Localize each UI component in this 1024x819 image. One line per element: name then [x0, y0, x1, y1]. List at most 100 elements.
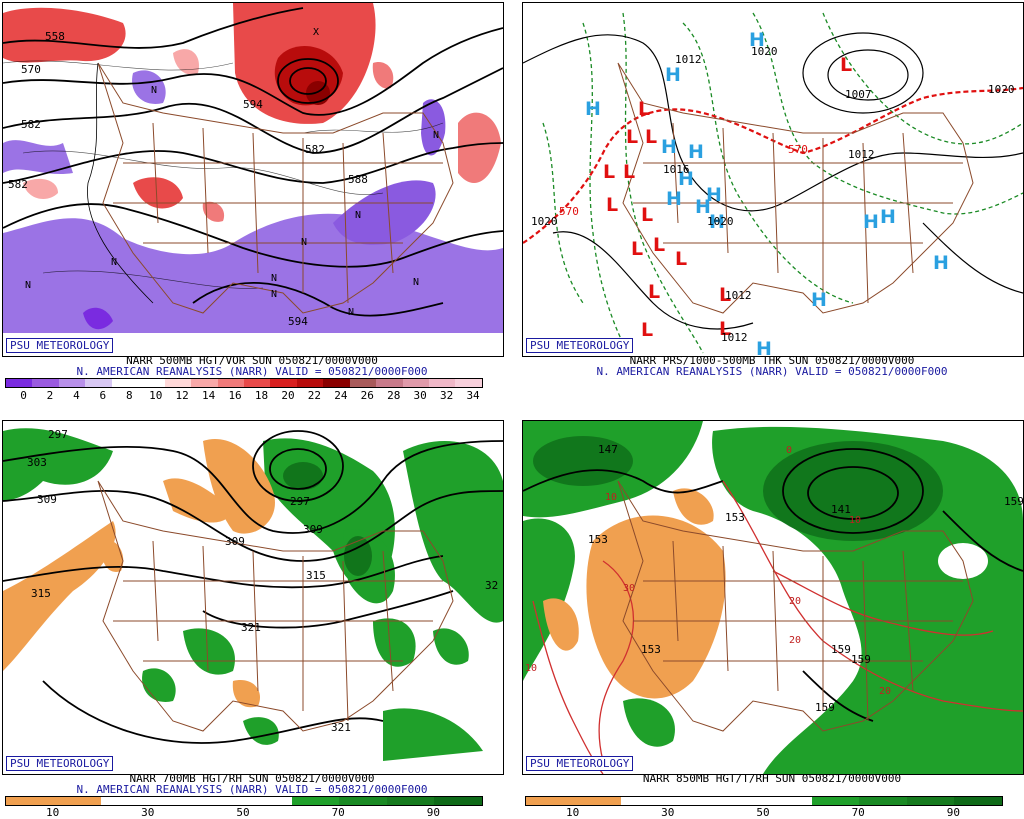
- low-pressure-marker: L: [653, 234, 665, 256]
- temp-label: 10: [849, 515, 861, 526]
- legend-tick-label: 20: [281, 389, 295, 402]
- caption-line1: NARR 500MB HGT/VOR SUN 050821/0000V000: [126, 354, 378, 367]
- legend-swatch: [376, 379, 403, 387]
- thickness-570-line: [523, 86, 1023, 244]
- contour-label: 309: [225, 535, 245, 548]
- vort-min-marker: N: [271, 273, 277, 284]
- legend-swatch: [164, 379, 192, 387]
- contour-label: 309: [37, 493, 57, 506]
- psu-badge: PSU METEOROLOGY: [6, 338, 114, 353]
- legend-tick-label: 70: [851, 806, 865, 819]
- legend-swatch: [349, 379, 377, 387]
- legend-tick-label: 50: [756, 806, 770, 819]
- temp-label: 10: [525, 663, 537, 674]
- caption-line1: NARR 700MB HGT/RH SUN 050821/0000V000: [129, 772, 375, 785]
- isobar-label: 1020: [988, 83, 1015, 96]
- vort-min-marker: N: [151, 85, 157, 96]
- rh-legend: [525, 796, 1003, 806]
- map-700mb: 297 303 309 297 309 309 315 315 321 321 …: [3, 428, 503, 761]
- legend-swatch: [402, 379, 429, 387]
- legend-swatch: [53, 797, 102, 805]
- psu-badge: PSU METEOROLOGY: [6, 756, 114, 771]
- dry-regions: [543, 488, 726, 699]
- very-moist-core: [763, 441, 943, 541]
- panel-700mb-rh: 297 303 309 297 309 309 315 315 321 321 …: [2, 420, 504, 775]
- legend-tick-label: 18: [254, 389, 269, 402]
- low-pressure-marker: L: [606, 194, 618, 216]
- caption-line1: NARR PRS/1000-500MB THK SUN 050821/0000V…: [629, 354, 915, 367]
- temp-label: 0: [786, 445, 792, 456]
- temp-label: 30: [623, 583, 635, 594]
- legend-tick-label: 70: [331, 806, 345, 819]
- vort-positive-region: [458, 112, 501, 183]
- high-pressure-marker: H: [709, 211, 725, 233]
- caption-line2: N. AMERICAN REANALYSIS (NARR) VALID = 05…: [596, 365, 948, 378]
- high-pressure-marker: H: [665, 64, 681, 86]
- contour-label: 321: [331, 721, 351, 734]
- map-pressure-thickness: L L L L L L L L L L L L L L L H H H H H …: [523, 12, 1023, 356]
- contour-label: 588: [348, 173, 368, 186]
- low-pressure-marker: L: [641, 204, 653, 226]
- vort-negative-region: [3, 140, 73, 175]
- legend-swatch: [716, 797, 764, 805]
- state-boundaries: [97, 62, 454, 314]
- legend-swatch: [621, 797, 669, 805]
- legend-tick-label: 34: [466, 389, 480, 402]
- legend-swatch: [111, 379, 139, 387]
- contour-label: 297: [48, 428, 68, 441]
- high-pressure-marker: H: [756, 338, 772, 356]
- low-pressure-marker: L: [675, 248, 687, 270]
- high-pressure-marker: H: [661, 136, 677, 158]
- vort-positive-region: [133, 177, 183, 209]
- height-contours: [3, 7, 503, 317]
- legend-tick-label: 10: [149, 389, 163, 402]
- legend-swatch: [138, 379, 165, 387]
- legend-swatch: [85, 379, 112, 387]
- contour-label: 582: [21, 118, 41, 131]
- legend-swatch: [32, 379, 59, 387]
- vort-positive-region: [173, 49, 199, 75]
- thickness-label: 570: [559, 205, 579, 218]
- vort-min-marker: N: [271, 289, 277, 300]
- legend-tick-label: 0: [20, 389, 27, 402]
- map-850mb: 147 153 153 141 159 153 159 159 159 10 3…: [523, 421, 1023, 774]
- high-pressure-marker: H: [880, 206, 896, 228]
- height-contours: [523, 448, 1023, 722]
- high-pressure-marker: H: [933, 252, 949, 274]
- legend-tick-label: 32: [439, 389, 454, 402]
- thickness-contours: [542, 12, 1023, 354]
- legend-swatch: [668, 797, 717, 805]
- legend-tick-label: 6: [99, 389, 107, 402]
- temp-label: 20: [879, 686, 891, 697]
- legend-tick-label: 10: [45, 806, 60, 819]
- legend-tick-label: 16: [228, 389, 242, 402]
- vort-negative-region: [3, 213, 503, 333]
- contour-label: 315: [31, 587, 51, 600]
- vort-negative-region: [333, 180, 436, 245]
- dry-regions: [3, 439, 275, 708]
- psu-badge: PSU METEOROLOGY: [526, 756, 634, 771]
- contour-label: 153: [641, 643, 661, 656]
- legend-tick-label: 30: [413, 389, 427, 402]
- legend-swatch: [763, 797, 812, 805]
- contour-label: 147: [598, 443, 618, 456]
- state-boundaries: [97, 480, 454, 732]
- high-pressure-marker: H: [585, 98, 601, 120]
- vort-positive-region: [3, 7, 126, 63]
- panel-pressure-thickness: L L L L L L L L L L L L L L L H H H H H …: [522, 2, 1024, 357]
- low-pressure-marker: L: [648, 281, 660, 303]
- vort-min-marker: N: [25, 280, 31, 291]
- rh-legend: [5, 796, 483, 806]
- contour-label: 159: [1004, 495, 1023, 508]
- high-pressure-marker: H: [863, 211, 879, 233]
- low-pressure-marker: L: [719, 284, 731, 306]
- isobar-label: 1020: [707, 215, 734, 228]
- high-pressure-marker: H: [688, 141, 704, 163]
- legend-tick-label: 8: [125, 389, 133, 402]
- legend-swatch: [954, 797, 1002, 805]
- legend-tick-label: 30: [141, 806, 155, 819]
- thickness-label: 570: [788, 143, 808, 156]
- panel-500mb-vorticity: 558 570 582 582 582 588 594 594 N N N N …: [2, 2, 504, 357]
- legend-swatch: [243, 797, 292, 805]
- legend-tick-label: 10: [565, 806, 580, 819]
